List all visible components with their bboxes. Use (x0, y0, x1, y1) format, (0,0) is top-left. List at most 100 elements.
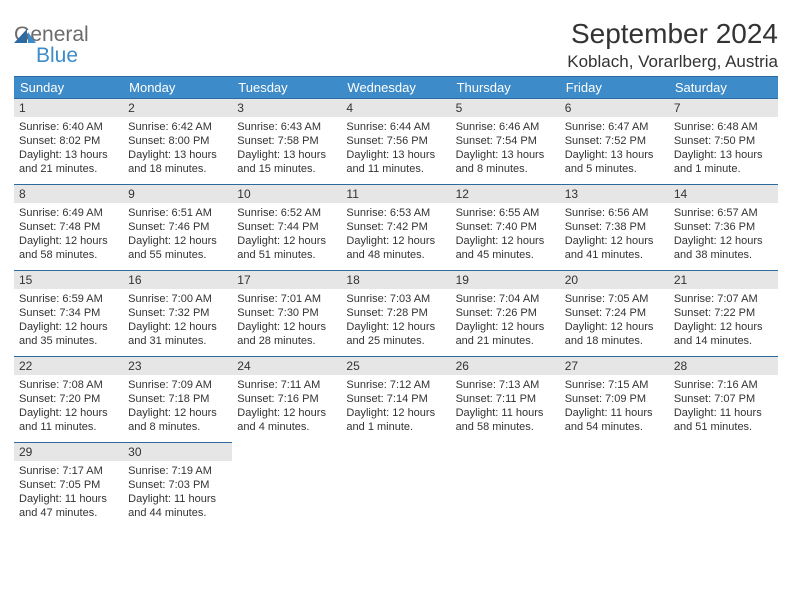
sunrise-line: Sunrise: 7:11 AM (237, 379, 320, 391)
sunset-line: Sunset: 7:40 PM (456, 221, 537, 233)
calendar-day-cell: 5Sunrise: 6:46 AMSunset: 7:54 PMDaylight… (451, 98, 560, 184)
daylight-line: Daylight: 13 hours and 18 minutes. (128, 149, 217, 175)
calendar-day-cell (560, 442, 669, 528)
sunrise-line: Sunrise: 7:08 AM (19, 379, 103, 391)
sunrise-line: Sunrise: 7:04 AM (456, 293, 540, 305)
daylight-line: Daylight: 13 hours and 8 minutes. (456, 149, 545, 175)
day-number: 1 (14, 98, 123, 117)
daylight-line: Daylight: 12 hours and 28 minutes. (237, 321, 326, 347)
sunset-line: Sunset: 7:14 PM (346, 393, 427, 405)
day-number: 22 (14, 356, 123, 375)
sunset-line: Sunset: 7:56 PM (346, 135, 427, 147)
day-content: Sunrise: 7:00 AMSunset: 7:32 PMDaylight:… (123, 289, 232, 350)
weekday-header-row: SundayMondayTuesdayWednesdayThursdayFrid… (14, 77, 778, 99)
calendar-day-cell: 27Sunrise: 7:15 AMSunset: 7:09 PMDayligh… (560, 356, 669, 442)
calendar-day-cell (669, 442, 778, 528)
day-content: Sunrise: 6:42 AM Sunset: 8:00 PM Daylight:… (123, 117, 232, 178)
day-content: Sunrise: 7:03 AMSunset: 7:28 PMDaylight:… (341, 289, 450, 350)
sunrise-line: Sunrise: 6:55 AM (456, 207, 540, 219)
day-number: 26 (451, 356, 560, 375)
calendar-day-cell: 2Sunrise: 6:42 AMSunset: 8:00 PMDaylight… (123, 98, 232, 184)
day-number: 4 (341, 98, 450, 117)
sunrise-line: Sunrise: 6:56 AM (565, 207, 649, 219)
daylight-line: Daylight: 13 hours and 15 minutes. (237, 149, 326, 175)
daylight-line: Daylight: 12 hours and 38 minutes. (674, 235, 763, 261)
weekday-header: Monday (123, 77, 232, 99)
sunrise-line: Sunrise: 6:43 AM (237, 121, 321, 133)
day-number: 7 (669, 98, 778, 117)
sunrise-line: Sunrise: 7:07 AM (674, 293, 758, 305)
daylight-line: Daylight: 13 hours and 11 minutes. (346, 149, 435, 175)
logo-text-blue: Blue (36, 44, 78, 67)
daylight-line: Daylight: 11 hours and 54 minutes. (565, 407, 653, 433)
calendar-day-cell (341, 442, 450, 528)
weekday-header: Thursday (451, 77, 560, 99)
weekday-header: Sunday (14, 77, 123, 99)
sunset-line: Sunset: 8:02 PM (19, 135, 100, 147)
calendar-day-cell: 19Sunrise: 7:04 AMSunset: 7:26 PMDayligh… (451, 270, 560, 356)
day-content: Sunrise: 6:47 AM Sunset: 7:52 PM Daylight:… (560, 117, 669, 178)
sunset-line: Sunset: 7:52 PM (565, 135, 646, 147)
day-number: 27 (560, 356, 669, 375)
day-content: Sunrise: 6:46 AMSunset: 7:54 PMDaylight:… (451, 117, 560, 178)
calendar-day-cell: 1Sunrise: 6:40 AMSunset: 8:02 PMDaylight… (14, 98, 123, 184)
day-content: Sunrise: 7:01 AMSunset: 7:30 PMDaylight:… (232, 289, 341, 350)
sunset-line: Sunset: 7:36 PM (674, 221, 755, 233)
day-content: Sunrise: 6:48 AMSunset: 7:50 PMDaylight:… (669, 117, 778, 178)
day-content: Sunrise: 6:59 AMSunset: 7:34 PMDaylight:… (14, 289, 123, 350)
day-content: Sunrise: 7:11 AMSunset: 7:16 PMDaylight:… (232, 375, 341, 436)
calendar-day-cell: 14Sunrise: 6:57 AMSunset: 7:36 PMDayligh… (669, 184, 778, 270)
daylight-line: Daylight: 12 hours and 31 minutes. (128, 321, 217, 347)
weekday-header: Friday (560, 77, 669, 99)
sunset-line: Sunset: 7:03 PM (128, 479, 209, 491)
sunrise-line: Sunrise: 6:59 AM (19, 293, 103, 305)
sunrise-line: Sunrise: 6:42 AM (128, 121, 212, 133)
day-number: 20 (560, 270, 669, 289)
weekday-header: Wednesday (341, 77, 450, 99)
day-content: Sunrise: 6:55 AMSunset: 7:40 PMDaylight:… (451, 203, 560, 264)
daylight-line: Daylight: 13 hours and 5 minutes. (565, 149, 654, 175)
sunrise-line: Sunrise: 6:52 AM (237, 207, 321, 219)
calendar-week-row: 1Sunrise: 6:40 AMSunset: 8:02 PMDaylight… (14, 98, 778, 184)
sunrise-line: Sunrise: 6:47 AM (565, 121, 649, 133)
day-content: Sunrise: 6:40 AMSunset: 8:02 PMDaylight:… (14, 117, 123, 178)
sunrise-line: Sunrise: 6:49 AM (19, 207, 103, 219)
calendar-day-cell (451, 442, 560, 528)
day-content: Sunrise: 7:16 AMSunset: 7:07 PMDaylight:… (669, 375, 778, 436)
sunrise-line: Sunrise: 7:01 AM (237, 293, 321, 305)
sunrise-line: Sunrise: 7:05 AM (565, 293, 649, 305)
sunset-line: Sunset: 8:00 PM (128, 135, 209, 147)
day-number: 12 (451, 184, 560, 203)
day-number: 17 (232, 270, 341, 289)
calendar-day-cell: 21Sunrise: 7:07 AMSunset: 7:22 PMDayligh… (669, 270, 778, 356)
location: Koblach, Vorarlberg, Austria (567, 52, 778, 72)
day-number: 29 (14, 442, 123, 461)
header: General Blue September 2024 Koblach, Vor… (14, 18, 778, 72)
day-number: 18 (341, 270, 450, 289)
logo-sail-icon (12, 27, 38, 45)
calendar-day-cell: 28Sunrise: 7:16 AMSunset: 7:07 PMDayligh… (669, 356, 778, 442)
day-content: Sunrise: 7:17 AMSunset: 7:05 PMDaylight:… (14, 461, 123, 522)
sunset-line: Sunset: 7:58 PM (237, 135, 318, 147)
sunset-line: Sunset: 7:46 PM (128, 221, 209, 233)
daylight-line: Daylight: 12 hours and 8 minutes. (128, 407, 217, 433)
daylight-line: Daylight: 13 hours and 1 minute. (674, 149, 763, 175)
sunset-line: Sunset: 7:26 PM (456, 307, 537, 319)
calendar-day-cell: 22Sunrise: 7:08 AMSunset: 7:20 PMDayligh… (14, 356, 123, 442)
sunrise-line: Sunrise: 6:44 AM (346, 121, 430, 133)
day-content: Sunrise: 7:07 AMSunset: 7:22 PMDaylight:… (669, 289, 778, 350)
daylight-line: Daylight: 12 hours and 48 minutes. (346, 235, 435, 261)
sunset-line: Sunset: 7:16 PM (237, 393, 318, 405)
day-content: Sunrise: 6:53 AMSunset: 7:42 PMDaylight:… (341, 203, 450, 264)
daylight-line: Daylight: 11 hours and 44 minutes. (128, 493, 216, 519)
day-content: Sunrise: 7:13 AMSunset: 7:11 PMDaylight:… (451, 375, 560, 436)
sunset-line: Sunset: 7:50 PM (674, 135, 755, 147)
sunset-line: Sunset: 7:54 PM (456, 135, 537, 147)
calendar-week-row: 8Sunrise: 6:49 AMSunset: 7:48 PMDaylight… (14, 184, 778, 270)
calendar-day-cell: 24Sunrise: 7:11 AMSunset: 7:16 PMDayligh… (232, 356, 341, 442)
sunrise-line: Sunrise: 6:53 AM (346, 207, 430, 219)
daylight-line: Daylight: 12 hours and 18 minutes. (565, 321, 654, 347)
day-content: Sunrise: 7:08 AMSunset: 7:20 PMDaylight:… (14, 375, 123, 436)
sunset-line: Sunset: 7:44 PM (237, 221, 318, 233)
calendar-day-cell: 13Sunrise: 6:56 AMSunset: 7:38 PMDayligh… (560, 184, 669, 270)
